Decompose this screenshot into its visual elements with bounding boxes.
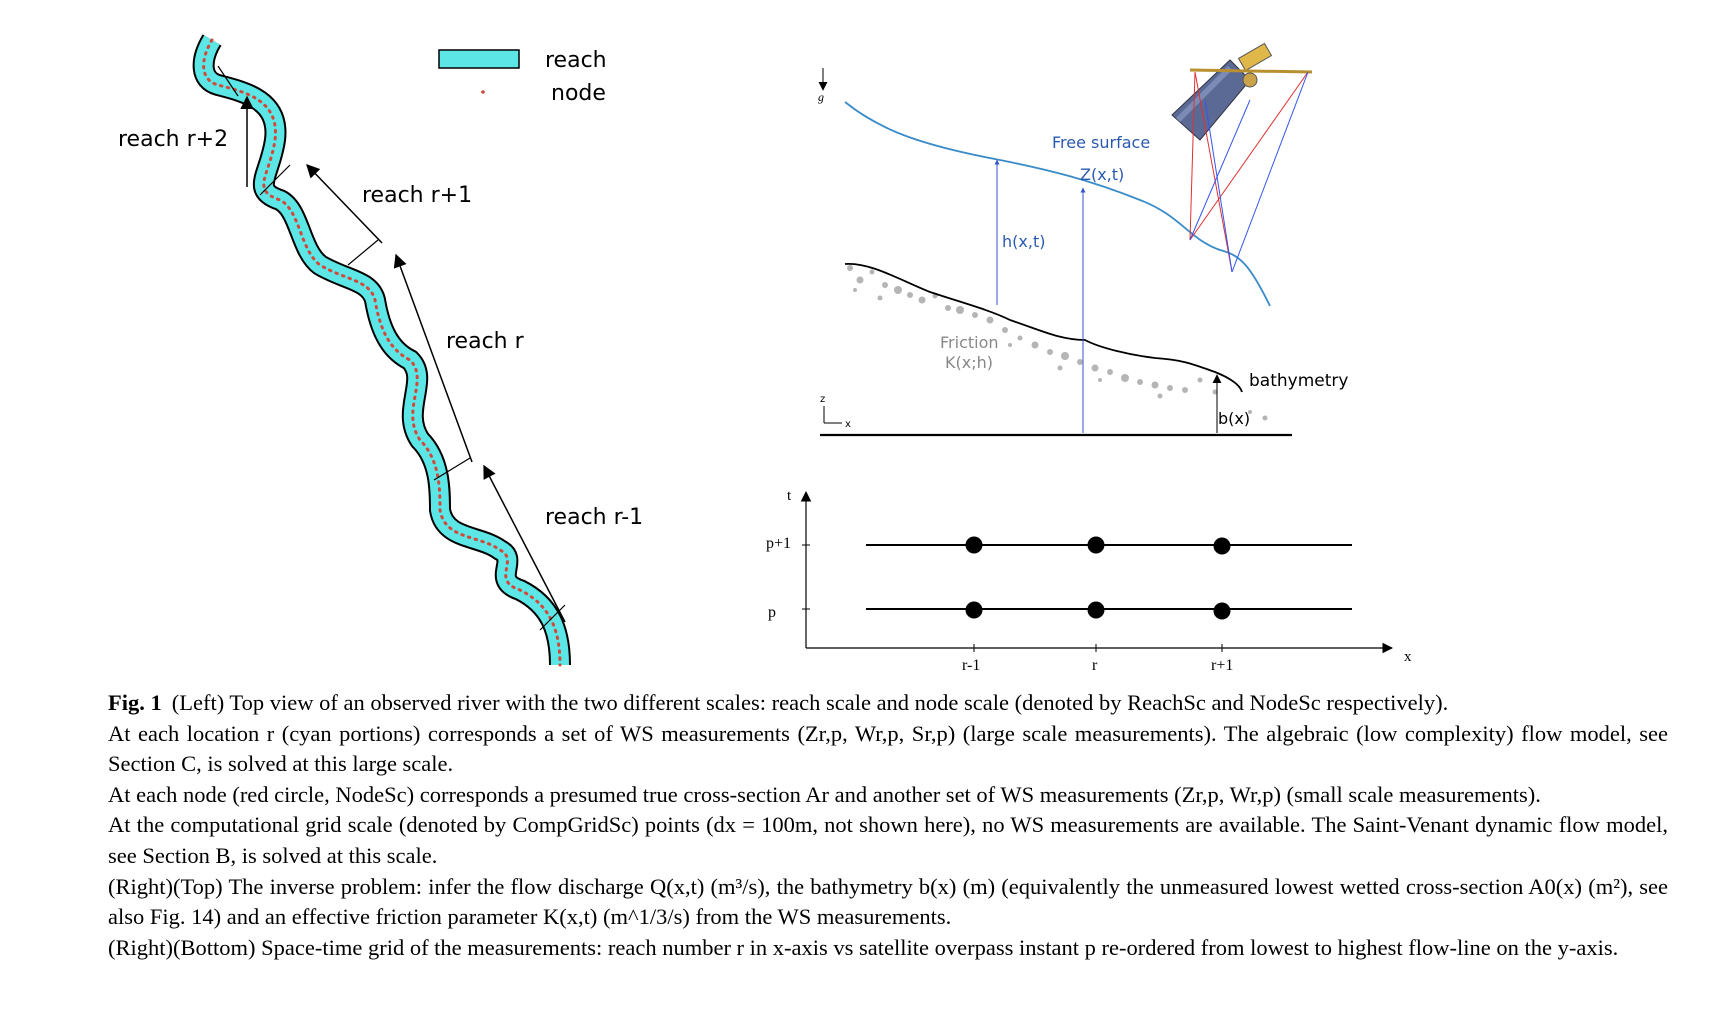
- mini-z-label: z: [820, 394, 825, 405]
- y-tick-p: p: [768, 604, 776, 621]
- friction-label-2: K(x;h): [945, 353, 993, 372]
- legend-node-label: node: [551, 81, 606, 106]
- caption-line-1: Fig. 1 (Left) Top view of an observed riv…: [108, 688, 1668, 719]
- river-nodes: [202, 38, 562, 667]
- y-tick-p+1: p+1: [766, 535, 791, 552]
- reach-arrow-r+1: [306, 164, 383, 244]
- reach-label-r+2: reach r+2: [118, 127, 228, 152]
- reach-label-r: reach r: [446, 329, 525, 354]
- x-tick-r: r: [1092, 657, 1098, 674]
- satellite-beams: [1189, 71, 1309, 273]
- caption-line-2: At each location r (cyan portions) corre…: [108, 720, 1668, 777]
- friction-scatter: [847, 265, 1268, 421]
- figure-caption: Fig. 1 (Left) Top view of an observed riv…: [108, 688, 1668, 963]
- grid-point: [965, 536, 983, 554]
- caption-line-6: (Right)(Bottom) Space-time grid of the m…: [108, 934, 1619, 960]
- cross-section-panel: g Free surface Z(x,t) h(x,t) Fricti: [818, 42, 1348, 437]
- friction-label-1: Friction: [940, 333, 999, 352]
- grid-point: [1213, 537, 1231, 555]
- legend-reach-label: reach: [545, 48, 607, 73]
- mini-x-label: x: [845, 419, 851, 430]
- reach-boundary-tick: [347, 239, 379, 266]
- caption-text: (Left) Top view of an observed river wit…: [171, 690, 1449, 715]
- gravity-label: g: [818, 90, 824, 104]
- z-label: Z(x,t): [1080, 165, 1124, 184]
- free-surface-label: Free surface: [1052, 133, 1150, 152]
- reach-label-r-1: reach r-1: [545, 505, 643, 530]
- x-tick-r-1: r-1: [962, 657, 980, 674]
- legend-reach-swatch: [438, 49, 520, 69]
- reach-label-r+1: reach r+1: [362, 183, 472, 208]
- figure-label: Fig. 1: [108, 690, 162, 715]
- reach-boundary-tick: [259, 164, 291, 196]
- free-surface-line: [844, 101, 1271, 307]
- b-label: b(x): [1218, 409, 1250, 428]
- caption-line-3: At each node (red circle, NodeSc) corres…: [108, 781, 1541, 807]
- grid-point: [1087, 601, 1105, 619]
- bathymetry-label: bathymetry: [1249, 371, 1348, 391]
- bathymetry-line: [844, 263, 1243, 393]
- t-axis-label: t: [787, 488, 792, 504]
- river-panel: reach r+2 reach r+1 reach r reach r-1 re…: [118, 34, 643, 667]
- h-label: h(x,t): [1002, 232, 1045, 251]
- x-tick-r+1: r+1: [1211, 657, 1233, 674]
- reach-boundary-tick: [217, 65, 239, 97]
- reach-boundary-tick: [539, 604, 566, 631]
- grid-point: [1087, 536, 1105, 554]
- reach-arrow-r: [393, 253, 473, 463]
- caption-line-4: At the computational grid scale (denoted…: [108, 812, 1668, 868]
- legend-node-dot: [481, 90, 485, 94]
- figure: reach r+2 reach r+1 reach r reach r-1 re…: [118, 34, 1412, 674]
- reach-boundary-tick: [433, 457, 471, 481]
- caption-line-5: (Right)(Top) The inverse problem: infer …: [108, 873, 1668, 930]
- grid-point: [1213, 602, 1231, 620]
- grid-point: [965, 601, 983, 619]
- satellite-icon: [1171, 42, 1313, 141]
- x-axis-label: x: [1404, 649, 1412, 665]
- reach-arrow-r-1: [483, 464, 566, 623]
- space-time-grid: t x p+1 p r-1 r r+1: [766, 488, 1412, 674]
